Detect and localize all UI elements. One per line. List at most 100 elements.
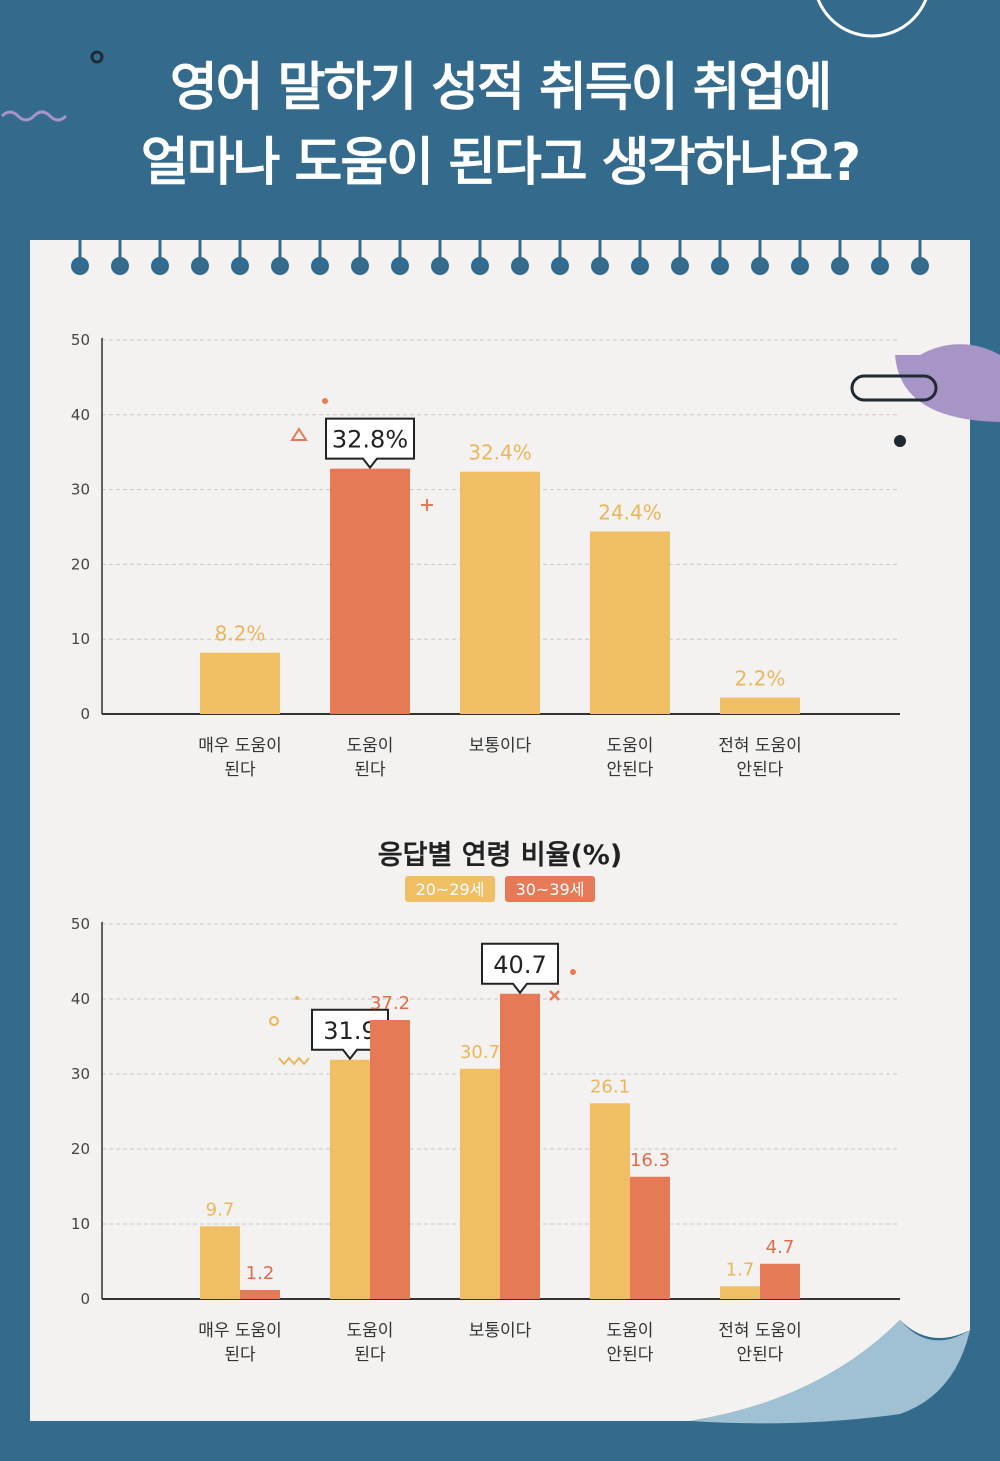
y-tick-label: 30 [71,1065,90,1083]
bar [590,1103,630,1299]
decor-triangle [290,427,308,441]
value-callout [325,417,415,470]
bar-value-label: 16.3 [630,1150,670,1171]
decor-paperclip [850,374,938,402]
bar [630,1176,670,1299]
y-tick-label: 20 [71,555,90,573]
y-tick-label: 40 [71,990,90,1008]
bar-value-label: 9.7 [206,1199,235,1220]
page-title-line-2: 얼마나 도움이 된다고 생각하나요? [140,133,861,193]
x-tick-label: 도움이 [347,1321,394,1341]
binder-hole [871,257,889,275]
binder-hole [911,257,929,275]
bar [330,468,410,714]
x-tick-label: 전혀 도움이 [718,1321,802,1341]
bar-value-label: 26.1 [590,1076,630,1097]
binder-hole [591,257,609,275]
x-tick-label: 된다 [354,760,386,780]
x-tick-label: 도움이 [607,1321,654,1341]
value-callout-label: 32.8% [332,426,408,454]
bar [370,1020,410,1299]
bar [330,1059,370,1299]
page-title-line-1: 영어 말하기 성적 취득이 취업에 [169,58,832,118]
x-tick-label: 안된다 [737,760,784,780]
y-tick-label: 50 [71,915,90,933]
binder-hole [111,257,129,275]
bar [590,531,670,714]
y-tick-label: 10 [71,630,90,648]
legend-label: 30~39세 [516,880,585,899]
bar-value-label: 24.4% [598,500,662,524]
x-tick-label: 안된다 [607,760,654,780]
bar-value-label: 1.7 [726,1259,755,1280]
decor-dot [570,969,576,975]
y-tick-label: 10 [71,1215,90,1233]
x-tick-label: 도움이 [347,736,394,756]
y-tick-label: 0 [80,705,90,723]
binder-hole [551,257,569,275]
value-callout-label: 40.7 [493,951,546,979]
bar [200,652,280,714]
value-callout [311,1008,389,1061]
decor-dot [322,398,328,404]
y-tick-label: 50 [71,331,90,349]
bar-value-label: 2.2% [735,667,786,691]
legend-label: 20~29세 [416,880,485,899]
bar-value-label: 37.2 [370,993,410,1014]
y-tick-label: 40 [71,406,90,424]
binder-hole [351,257,369,275]
x-tick-label: 도움이 [607,736,654,756]
paper-sheet [30,240,970,1421]
chart-age-ratio: 응답별 연령 비율(%) 20~29세 30~39세 0 10 20 30 40 50 매우 도움… [71,840,900,1365]
bar [460,1068,500,1299]
legend-swatch [405,876,495,902]
binder-hole [511,257,529,275]
decor-cross [549,990,560,1001]
bar-value-label: 32.4% [468,441,532,465]
binder-hole [71,257,89,275]
paper-curl [690,1320,970,1424]
binder-hole [151,257,169,275]
bar [200,1226,240,1299]
bar-value-label: 30.7 [460,1042,500,1063]
decor-circle-outline [816,0,928,38]
bar-value-label: 8.2% [215,622,266,646]
binder-hole [671,257,689,275]
value-callout [481,942,559,995]
binder-hole [271,257,289,275]
binder-hole [471,257,489,275]
binder-hole [191,257,209,275]
x-tick-label: 안된다 [737,1345,784,1365]
binder-hole [391,257,409,275]
decor-black-dot [894,435,906,447]
binder-hole [631,257,649,275]
binder-hole [831,257,849,275]
x-tick-label: 안된다 [607,1345,654,1365]
x-tick-label: 매우 도움이 [198,1321,282,1341]
binder-holes [71,240,929,275]
bar-value-label: 1.2 [246,1263,275,1284]
bar [720,1286,760,1299]
value-callout-label: 31.9 [323,1017,376,1045]
binder-hole [711,257,729,275]
decor-dot [295,996,299,1000]
binder-hole [791,257,809,275]
binder-hole [231,257,249,275]
decor-plus [421,499,433,511]
binder-hole [431,257,449,275]
bar [460,471,540,714]
decor-quarter-circle [920,344,1000,355]
decor-zigzag [278,1056,310,1066]
bar-value-label: 4.7 [766,1237,795,1258]
x-tick-label: 매우 도움이 [198,736,282,756]
y-tick-label: 20 [71,1140,90,1158]
decor-squiggle [0,110,68,122]
legend-swatch [505,876,595,902]
x-tick-label: 보통이다 [469,736,532,756]
chart-title: 응답별 연령 비율(%) [378,840,622,871]
binder-hole [751,257,769,275]
binder-hole [311,257,329,275]
bar [760,1263,800,1299]
